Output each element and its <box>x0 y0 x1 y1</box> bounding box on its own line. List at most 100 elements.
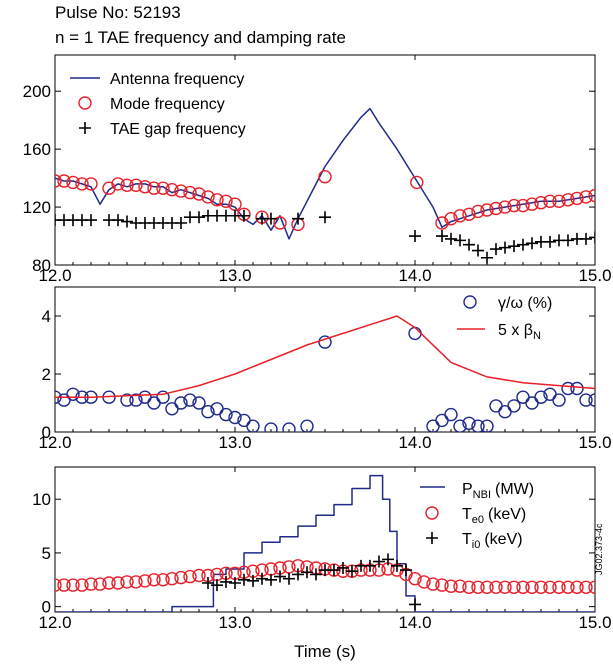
data-point-mode-frequency <box>410 175 424 190</box>
data-point-t-e0-kev <box>147 573 161 587</box>
plot-area <box>55 107 595 264</box>
data-point-tae-gap-frequency <box>238 209 250 222</box>
legend-te-main: T <box>462 506 472 523</box>
data-point-mode-frequency <box>174 184 188 198</box>
legend-ti-main: T <box>462 531 472 548</box>
data-point- <box>228 410 242 425</box>
data-point-t-e0-kev <box>507 580 521 594</box>
data-point-mode-frequency <box>498 200 512 214</box>
data-point-tae-gap-frequency <box>121 215 133 228</box>
data-point-t-e0-kev <box>561 580 575 594</box>
data-point-mode-frequency <box>57 174 71 188</box>
x-tick-label: 14.0 <box>398 266 431 285</box>
data-point-mode-frequency <box>435 216 449 230</box>
y-tick-label: 0 <box>42 598 51 617</box>
data-point-t-i0-kev <box>211 579 223 592</box>
data-point-mode-frequency <box>534 195 548 210</box>
data-point-mode-frequency <box>75 177 89 191</box>
legend-gap-marker <box>79 122 91 134</box>
x-tick-label: 14.0 <box>398 433 431 452</box>
data-point-t-e0-kev <box>93 577 107 591</box>
data-point- <box>498 405 512 419</box>
data-point-t-e0-kev <box>543 580 557 594</box>
data-point-mode-frequency <box>102 181 116 195</box>
data-point-tae-gap-frequency <box>409 230 421 243</box>
data-point-t-e0-kev <box>525 580 539 594</box>
data-point-tae-gap-frequency <box>112 214 124 227</box>
data-point-t-e0-kev <box>462 580 476 594</box>
plot-area <box>55 315 595 432</box>
data-point- <box>534 390 548 404</box>
data-point-mode-frequency <box>507 198 521 213</box>
data-point-tae-gap-frequency <box>544 235 556 248</box>
data-point-t-e0-kev <box>55 578 62 592</box>
y-tick-label: 200 <box>23 82 51 101</box>
data-point-mode-frequency <box>525 197 539 211</box>
frequency-legend: Antenna frequency Mode frequency TAE gap… <box>70 71 246 138</box>
data-point-tae-gap-frequency <box>562 234 574 247</box>
data-point-t-i0-kev <box>283 572 295 585</box>
legend-mode-label: Mode frequency <box>110 96 225 113</box>
data-point-mode-frequency <box>453 209 467 223</box>
data-point-tae-gap-frequency <box>472 244 484 257</box>
data-point-mode-frequency <box>561 193 575 207</box>
data-point-tae-gap-frequency <box>526 237 538 250</box>
frequency-panel-marks: 12.0 13.0 14.0 15.0 80 120 160 200 <box>23 55 612 285</box>
data-point-tae-gap-frequency <box>589 231 595 244</box>
data-point-tae-gap-frequency <box>454 234 466 247</box>
data-point-mode-frequency <box>471 204 485 219</box>
data-point- <box>453 419 467 432</box>
data-point-tae-gap-frequency <box>499 241 511 254</box>
data-point- <box>588 393 595 407</box>
data-point- <box>147 396 161 410</box>
data-point-t-i0-kev <box>382 553 394 566</box>
data-point-t-i0-kev <box>364 559 376 572</box>
data-point-t-e0-kev <box>588 580 595 594</box>
data-point-tae-gap-frequency <box>436 230 448 243</box>
data-point-t-e0-kev <box>192 568 206 583</box>
data-point-tae-gap-frequency <box>193 211 205 224</box>
legend-te-label: Te0 (keV) <box>462 506 526 526</box>
data-point-tae-gap-frequency <box>175 217 187 229</box>
data-point- <box>507 399 521 413</box>
x-tick-label: 15.0 <box>578 266 611 285</box>
data-point- <box>570 381 584 396</box>
data-point-mode-frequency <box>55 174 62 188</box>
data-point-t-e0-kev <box>426 577 440 591</box>
x-tick-label: 13.0 <box>218 613 251 632</box>
y-tick-label: 80 <box>32 256 51 275</box>
data-point-t-e0-kev <box>579 580 593 594</box>
data-point-t-e0-kev <box>552 580 566 594</box>
data-point-tae-gap-frequency <box>85 214 97 227</box>
data-point-t-e0-kev <box>156 573 170 587</box>
data-point-mode-frequency <box>138 180 152 194</box>
heating-panel-marks: 12.0 13.0 14.0 15.0 0 5 10 <box>32 467 612 632</box>
data-point- <box>264 422 278 432</box>
data-point-t-e0-kev <box>435 578 449 592</box>
data-point-mode-frequency <box>219 194 233 209</box>
legend-mode-marker <box>78 96 92 110</box>
data-point-mode-frequency <box>516 198 530 213</box>
data-point-t-i0-kev <box>337 561 349 574</box>
data-point-t-i0-kev <box>238 573 250 586</box>
data-point-mode-frequency <box>147 181 161 195</box>
data-point-t-e0-kev <box>66 578 80 592</box>
data-point- <box>246 419 260 432</box>
x-tick-label: 12.0 <box>38 266 71 285</box>
legend-gamma-label: γ/ω (%) <box>498 295 552 312</box>
y-tick-label: 4 <box>42 307 51 326</box>
x-tick-label: 14.0 <box>398 613 431 632</box>
x-tick-label: 13.0 <box>218 433 251 452</box>
data-point-t-e0-kev <box>84 577 98 591</box>
data-point-t-i0-kev <box>256 572 268 585</box>
data-point- <box>174 396 188 410</box>
data-point-mode-frequency <box>129 178 143 193</box>
data-point- <box>525 396 539 410</box>
damping-panel: 12.0 13.0 14.0 15.0 0 2 4 γ/ω (%) 5 x βN <box>38 286 612 452</box>
data-point- <box>462 416 476 430</box>
data-point-tae-gap-frequency <box>319 211 331 224</box>
data-point-mode-frequency <box>273 216 287 230</box>
damping-panel-marks: 12.0 13.0 14.0 15.0 0 2 4 <box>38 287 612 452</box>
data-point- <box>300 419 314 432</box>
series-line-5-x-n <box>55 315 595 398</box>
